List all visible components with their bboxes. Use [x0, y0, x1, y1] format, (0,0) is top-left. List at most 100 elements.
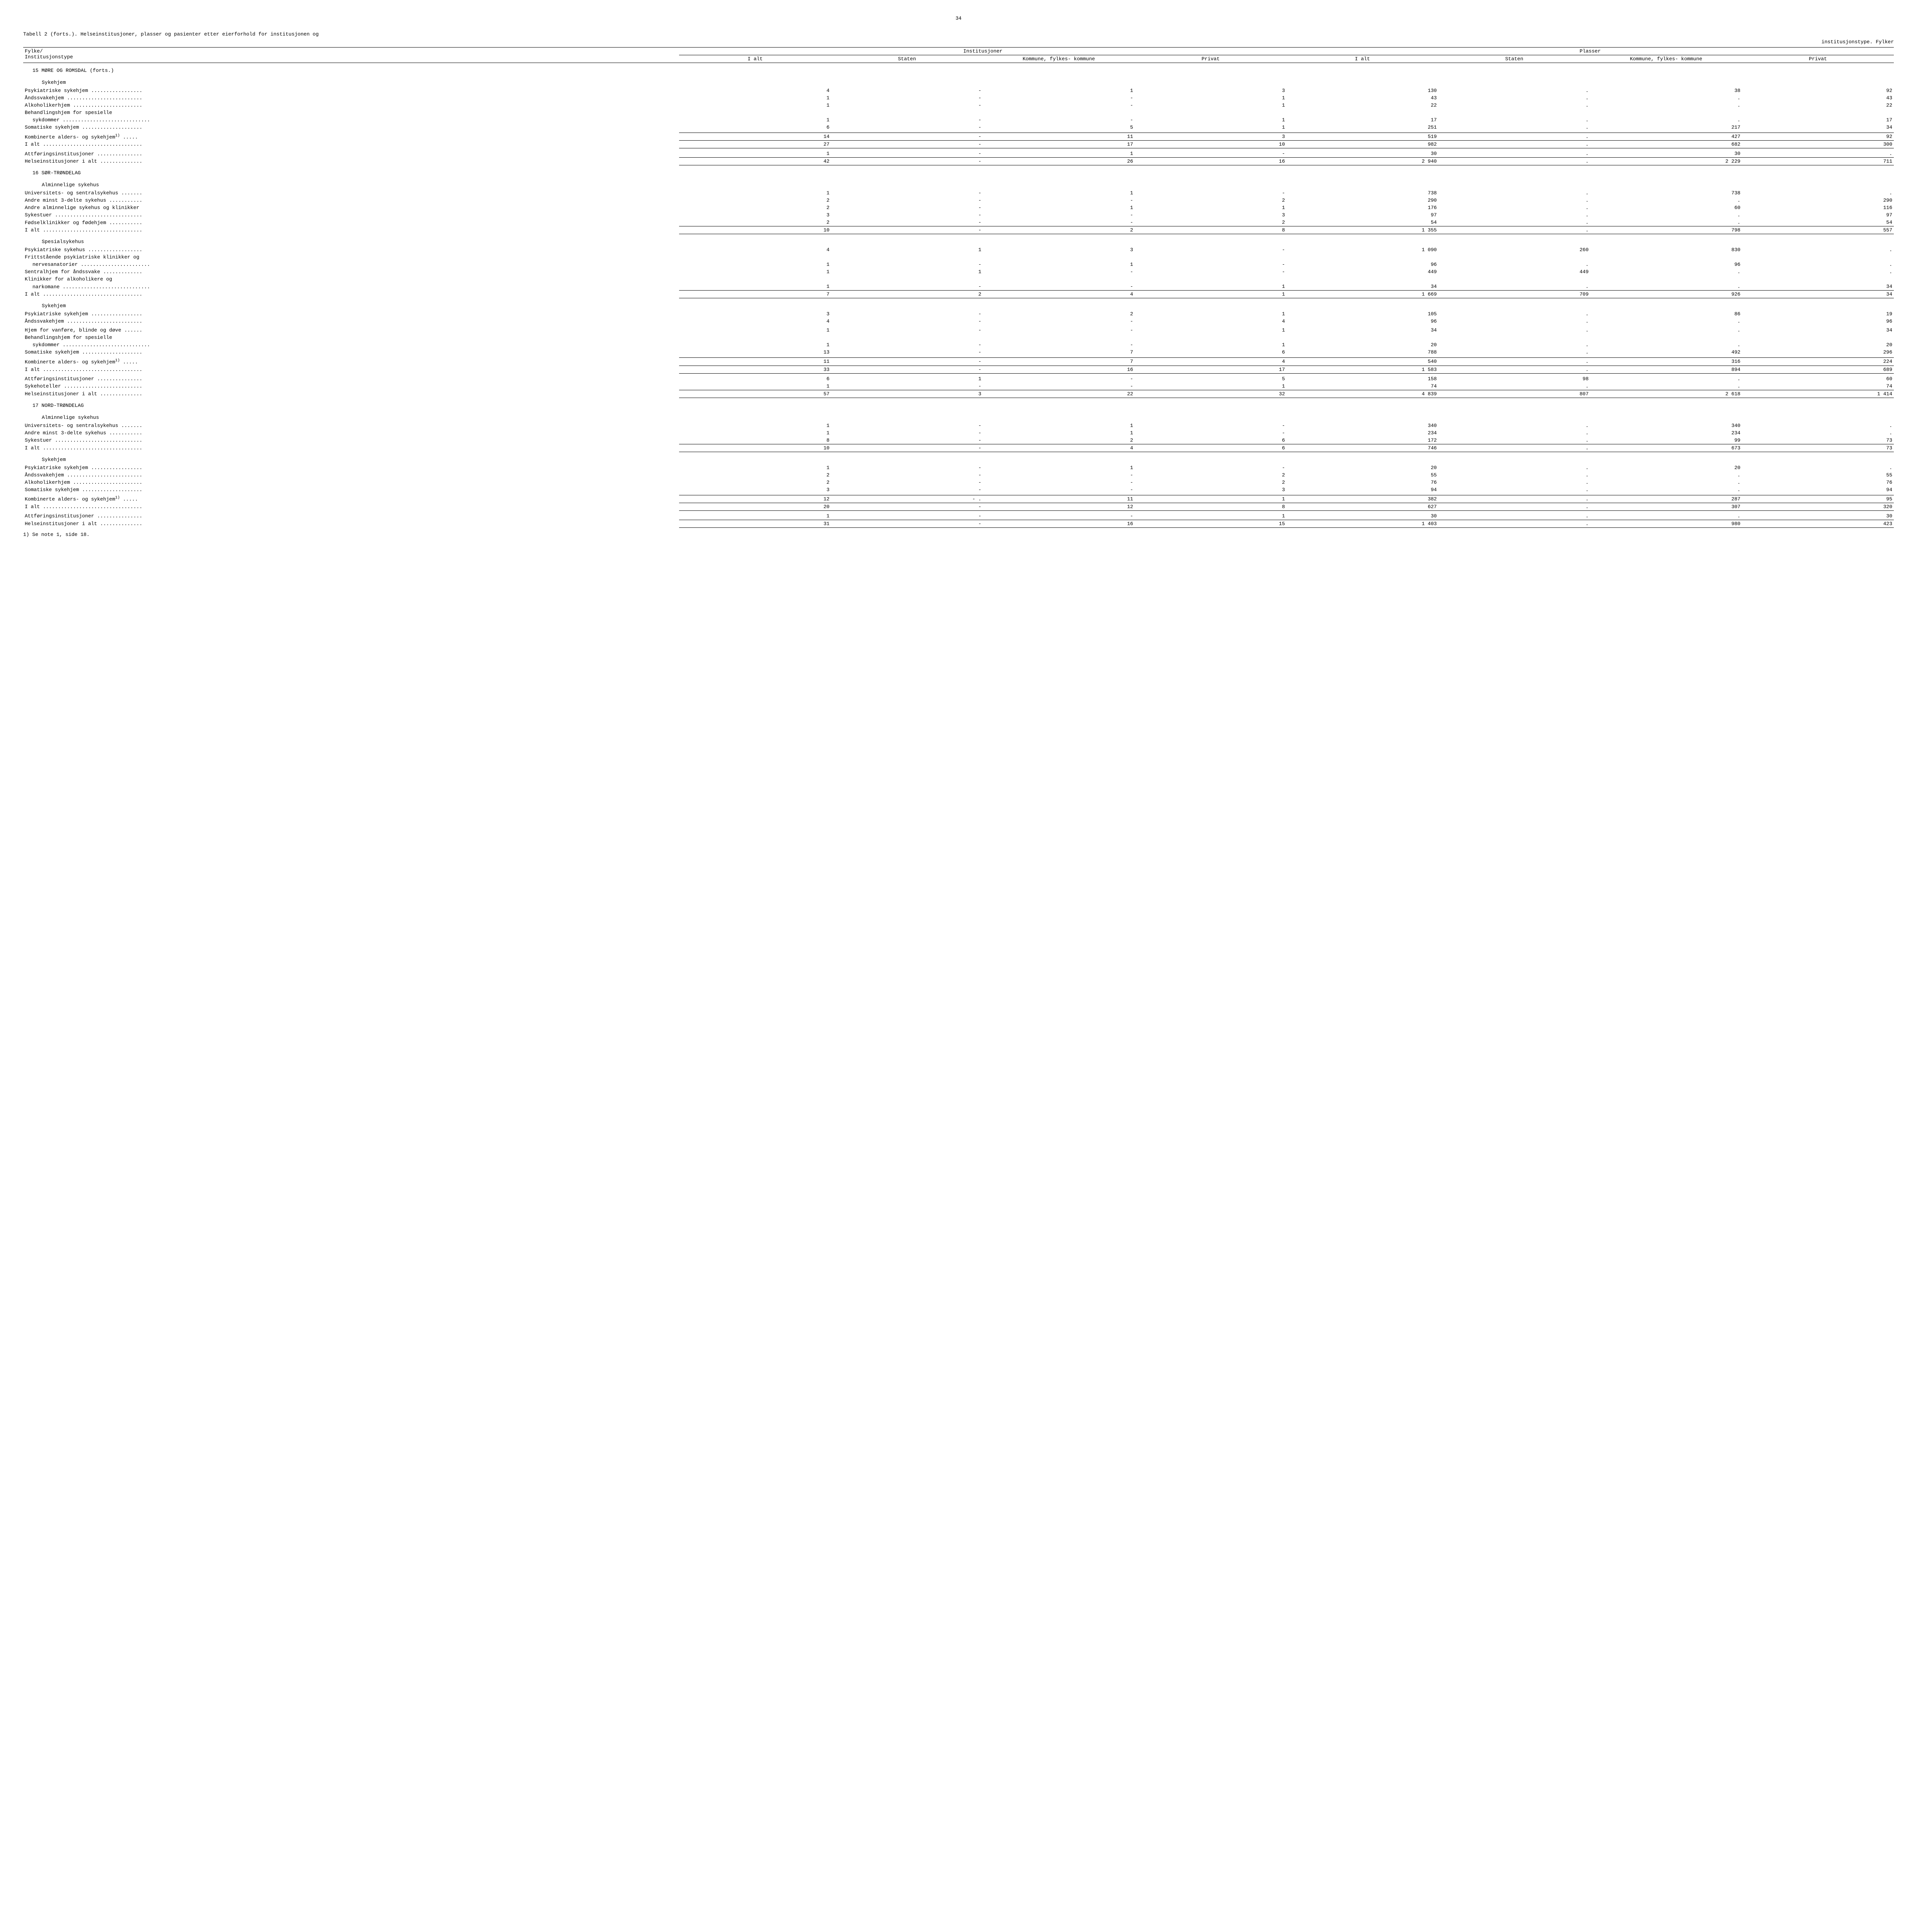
- data-cell: 2: [983, 310, 1135, 318]
- data-cell: -: [983, 116, 1135, 124]
- data-cell: -: [983, 197, 1135, 204]
- data-cell: 172: [1287, 437, 1439, 444]
- data-cell: 2 229: [1590, 158, 1742, 165]
- data-cell: -: [1135, 422, 1287, 429]
- data-cell: 22: [1287, 102, 1439, 109]
- row-label: Psykiatriske sykehjem .................: [23, 464, 679, 471]
- data-cell: [1590, 253, 1742, 261]
- data-cell: 97: [1742, 211, 1894, 219]
- row-label: Helseinstitusjoner i alt ..............: [23, 158, 679, 165]
- col-head: Staten: [1438, 55, 1590, 63]
- data-cell: -: [831, 94, 983, 102]
- data-cell: 1: [1135, 512, 1287, 520]
- table-row: Klinikker for alkoholikere og: [23, 276, 1894, 283]
- data-cell: 2: [679, 219, 831, 226]
- row-label: Klinikker for alkoholikere og: [23, 276, 679, 283]
- row-label: Universitets- og sentralsykehus .......: [23, 189, 679, 197]
- data-cell: [831, 334, 983, 341]
- sub-header: Sykehjem: [23, 75, 1894, 87]
- data-cell: 234: [1590, 429, 1742, 437]
- data-cell: .: [1438, 133, 1590, 141]
- col-head: I alt: [679, 55, 831, 63]
- data-cell: [983, 334, 1135, 341]
- table-row: Behandlingshjem for spesielle: [23, 109, 1894, 116]
- data-cell: 12: [983, 503, 1135, 510]
- data-cell: 3: [983, 246, 1135, 253]
- data-cell: 14: [679, 133, 831, 141]
- data-cell: 98: [1438, 375, 1590, 383]
- data-cell: 4: [679, 87, 831, 94]
- data-cell: .: [1590, 327, 1742, 334]
- data-cell: 1: [679, 283, 831, 291]
- row-label: narkomane .............................: [23, 283, 679, 291]
- data-cell: .: [1438, 349, 1590, 356]
- data-cell: -: [831, 116, 983, 124]
- sub-header: Alminnelige sykehus: [23, 410, 1894, 422]
- data-cell: 709: [1438, 291, 1590, 298]
- data-cell: -: [831, 124, 983, 131]
- data-cell: .: [1438, 116, 1590, 124]
- data-cell: 1 403: [1287, 520, 1439, 527]
- data-cell: .: [1438, 226, 1590, 234]
- data-cell: -: [831, 512, 983, 520]
- data-cell: 33: [679, 366, 831, 373]
- data-cell: 11: [983, 495, 1135, 503]
- row-label: Andre minst 3-delte sykehus ...........: [23, 197, 679, 204]
- data-cell: -: [831, 327, 983, 334]
- data-cell: 2: [679, 479, 831, 486]
- data-cell: 1: [831, 268, 983, 276]
- table-row: Alkoholikerhjem .......................2…: [23, 479, 1894, 486]
- data-cell: [1742, 253, 1894, 261]
- data-cell: .: [1742, 422, 1894, 429]
- data-cell: 1: [1135, 204, 1287, 211]
- data-cell: [1287, 276, 1439, 283]
- data-cell: .: [1438, 512, 1590, 520]
- sub-header: Spesialsykehus: [23, 234, 1894, 247]
- data-cell: 788: [1287, 349, 1439, 356]
- sub-header: Sykehjem: [23, 452, 1894, 464]
- data-cell: [1135, 253, 1287, 261]
- data-cell: .: [1438, 102, 1590, 109]
- data-cell: 22: [983, 390, 1135, 398]
- data-cell: 32: [1135, 390, 1287, 398]
- data-cell: .: [1438, 341, 1590, 349]
- data-cell: .: [1590, 219, 1742, 226]
- data-cell: -: [831, 283, 983, 291]
- data-cell: 4 839: [1287, 390, 1439, 398]
- data-cell: -: [983, 283, 1135, 291]
- data-cell: 1 355: [1287, 226, 1439, 234]
- data-cell: -: [983, 219, 1135, 226]
- data-cell: .: [1742, 150, 1894, 158]
- data-cell: 17: [1287, 116, 1439, 124]
- data-cell: 217: [1590, 124, 1742, 131]
- title-line-2: institusjonstype. Fylker: [23, 38, 1894, 46]
- row-label: Kombinerte alders- og sykehjem1) .....: [23, 358, 679, 366]
- table-row: Åndssvakehjem .........................4…: [23, 318, 1894, 325]
- data-cell: -: [983, 471, 1135, 479]
- data-cell: [983, 276, 1135, 283]
- table-row: Andre alminnelige sykehus og klinikker2-…: [23, 204, 1894, 211]
- data-cell: 320: [1742, 503, 1894, 510]
- data-cell: .: [1438, 327, 1590, 334]
- data-cell: [831, 109, 983, 116]
- page-number: 34: [23, 15, 1894, 21]
- data-cell: 3: [679, 486, 831, 493]
- data-cell: 316: [1590, 358, 1742, 366]
- data-cell: .: [1590, 94, 1742, 102]
- section-header: 15 MØRE OG ROMSDAL (forts.): [23, 63, 1894, 75]
- data-cell: -: [831, 422, 983, 429]
- table-row: Kombinerte alders- og sykehjem1) .....11…: [23, 358, 1894, 366]
- data-cell: 1: [679, 512, 831, 520]
- data-cell: 711: [1742, 158, 1894, 165]
- table-row: narkomane .............................1…: [23, 283, 1894, 291]
- table-row: Sentralhjem for åndssvake .............1…: [23, 268, 1894, 276]
- data-cell: 43: [1287, 94, 1439, 102]
- data-cell: [1590, 276, 1742, 283]
- data-cell: -: [831, 520, 983, 527]
- data-cell: [1135, 109, 1287, 116]
- table-row: I alt .................................1…: [23, 444, 1894, 452]
- row-label: Kombinerte alders- og sykehjem1) .....: [23, 495, 679, 503]
- data-cell: 894: [1590, 366, 1742, 373]
- data-cell: 1: [831, 246, 983, 253]
- head-group-plasser: Plasser: [1287, 48, 1894, 55]
